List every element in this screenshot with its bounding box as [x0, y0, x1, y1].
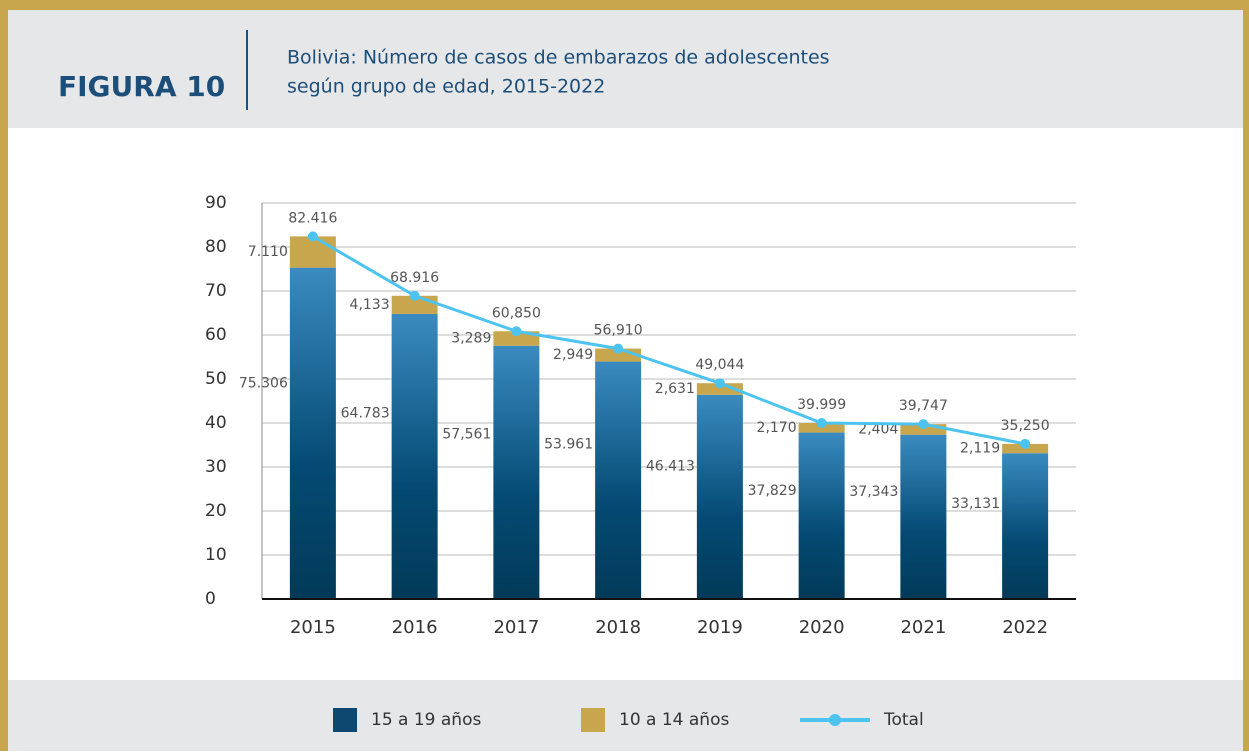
data-label: 37,829 — [748, 483, 797, 499]
total-point — [307, 231, 318, 242]
total-point — [409, 290, 420, 301]
data-label: 4,133 — [350, 297, 390, 313]
data-label: 68.916 — [390, 270, 439, 286]
legend-swatch — [333, 708, 357, 732]
x-tick-label: 2015 — [290, 617, 336, 638]
legend-label: 15 a 19 años — [371, 710, 481, 730]
y-tick-label: 30 — [205, 457, 227, 477]
y-tick-label: 0 — [205, 589, 216, 609]
data-label: 2,631 — [655, 381, 695, 397]
data-label: 75.306 — [239, 376, 288, 392]
data-label: 82.416 — [288, 210, 337, 226]
data-label: 39,747 — [899, 398, 948, 414]
bar — [696, 383, 743, 395]
data-label: 2,949 — [553, 347, 593, 363]
total-point — [1020, 438, 1031, 449]
subtitle: Bolivia: Número de casos de embarazos de… — [287, 47, 830, 69]
bar — [1002, 453, 1049, 599]
data-label: 2,119 — [960, 441, 1000, 457]
x-tick-label: 2022 — [1002, 617, 1048, 638]
header-band — [8, 10, 1243, 128]
legend-swatch — [581, 708, 605, 732]
data-label: 64.783 — [341, 406, 390, 422]
y-tick-label: 60 — [205, 325, 227, 345]
bar — [900, 424, 947, 435]
figure-label: FIGURA 10 — [58, 70, 225, 103]
total-point — [613, 343, 624, 354]
x-tick-label: 2017 — [493, 617, 539, 638]
y-tick-label: 70 — [205, 281, 227, 301]
x-tick-label: 2016 — [392, 617, 438, 638]
x-tick-label: 2020 — [799, 617, 845, 638]
y-tick-label: 40 — [205, 413, 227, 433]
bar — [493, 331, 540, 346]
bar — [900, 434, 947, 599]
right-border — [1243, 0, 1249, 751]
total-point — [714, 378, 725, 389]
total-point — [816, 418, 827, 429]
bar — [391, 313, 438, 599]
bar — [493, 345, 540, 599]
data-label: 37,343 — [849, 484, 898, 500]
y-tick-label: 20 — [205, 501, 227, 521]
data-label: 46.413 — [646, 458, 695, 474]
bar — [595, 361, 642, 599]
total-point — [918, 419, 929, 430]
legend-label: 10 a 14 años — [619, 710, 729, 730]
bar — [289, 267, 336, 599]
x-tick-label: 2018 — [595, 617, 641, 638]
data-label: 2,170 — [757, 420, 797, 436]
legend-dot — [829, 714, 841, 726]
total-line — [312, 235, 1026, 446]
subtitle: según grupo de edad, 2015-2022 — [287, 76, 605, 98]
data-label: 7.110 — [248, 244, 288, 260]
bar — [289, 236, 336, 268]
top-border — [0, 0, 1249, 10]
data-label: 57,561 — [442, 426, 491, 442]
data-label: 39.999 — [797, 397, 846, 413]
data-label: 49,044 — [695, 357, 744, 373]
data-label: 3,289 — [451, 330, 491, 346]
data-label: 53.961 — [544, 437, 593, 453]
bar — [798, 432, 845, 599]
left-border — [0, 0, 8, 751]
data-label: 33,131 — [951, 496, 1000, 512]
y-tick-label: 80 — [205, 237, 227, 257]
y-tick-label: 90 — [205, 193, 227, 213]
data-label: 56,910 — [594, 323, 643, 339]
data-label: 60,850 — [492, 305, 541, 321]
x-tick-label: 2021 — [900, 617, 946, 638]
x-tick-label: 2019 — [697, 617, 743, 638]
data-label: 35,250 — [1001, 418, 1050, 434]
bar — [696, 394, 743, 599]
total-point — [511, 326, 522, 337]
y-tick-label: 10 — [205, 545, 227, 565]
legend-label: Total — [883, 710, 924, 730]
legend-band — [8, 680, 1243, 751]
y-tick-label: 50 — [205, 369, 227, 389]
data-label: 2,404 — [858, 421, 898, 437]
